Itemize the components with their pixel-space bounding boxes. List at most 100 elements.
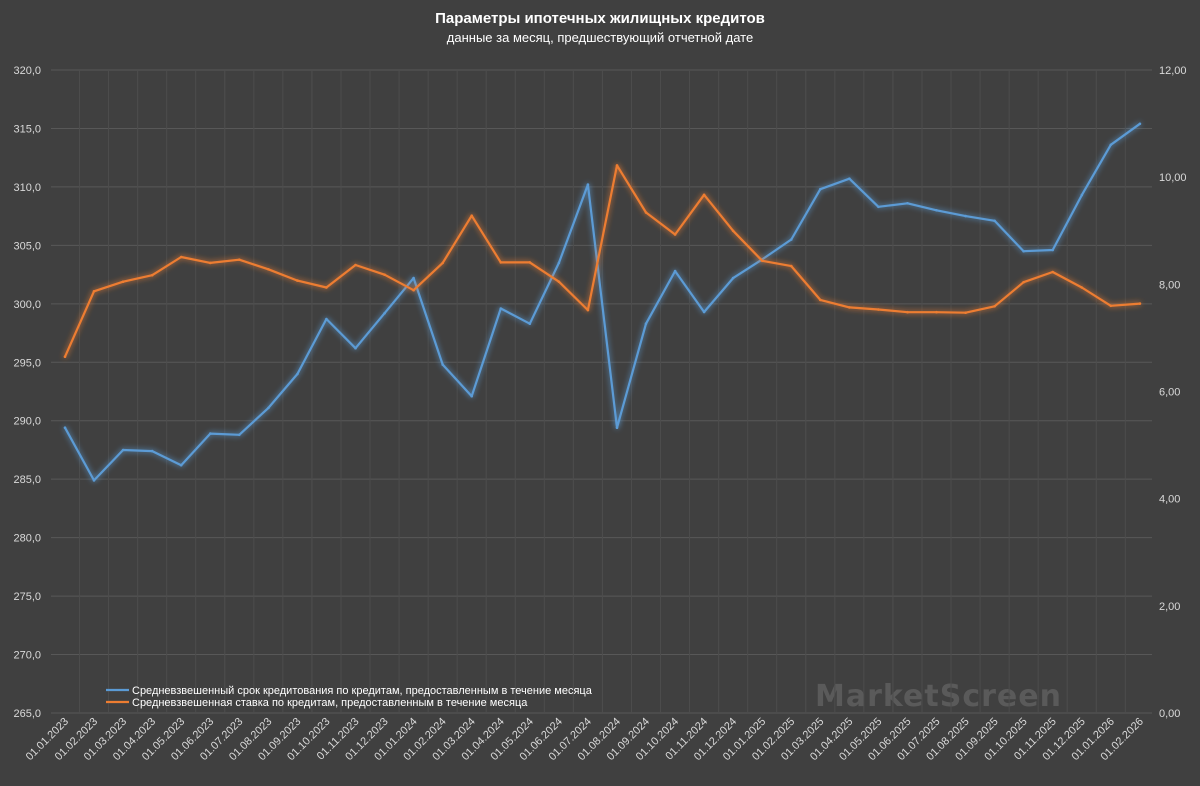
gridlines [51, 69, 1152, 714]
series-2-point [790, 264, 793, 268]
y-left-tick-label: 295,0 [13, 357, 41, 369]
y-axis-right: 0,00 2,00 4,00 6,00 8,00 10,00 12,00 [1159, 65, 1187, 720]
y-right-tick-label: 2,00 [1159, 601, 1180, 613]
y-left-tick-label: 315,0 [13, 123, 41, 135]
series-1-point [935, 209, 938, 212]
series-2-point [877, 308, 880, 311]
y-left-tick-label: 280,0 [13, 533, 41, 545]
series-2-point [441, 261, 445, 265]
series-1-point [121, 448, 125, 452]
series-1-point [92, 479, 96, 482]
series-2-point [615, 164, 619, 167]
series-1-point [441, 363, 445, 366]
series-1-point [906, 202, 909, 205]
chart-subtitle: данные за месяц, предшествующий отчетной… [447, 30, 753, 45]
series-2-point [819, 298, 822, 302]
series-2-point [731, 229, 735, 233]
series-1-point [644, 322, 648, 326]
y-right-tick-label: 0,00 [1159, 708, 1180, 720]
series-2-point [760, 259, 764, 263]
series-1-point [238, 433, 241, 437]
series-2-point [150, 273, 154, 277]
series-2-point [179, 255, 183, 259]
series-1-point [848, 177, 851, 180]
y-left-tick-label: 270,0 [13, 650, 41, 662]
series-2-point [702, 193, 706, 197]
y-left-tick-label: 320,0 [13, 65, 41, 77]
legend: Средневзвешенный срок кредитования по кр… [106, 685, 593, 709]
series-2-point [92, 290, 96, 293]
series-1-point [267, 406, 270, 410]
watermark: MarketScreen [815, 679, 1062, 714]
y-left-tick-label: 285,0 [13, 474, 41, 486]
series-1-point [731, 276, 735, 280]
series-2-point [1109, 304, 1113, 308]
series-2-point [906, 310, 909, 314]
series-2-point [267, 268, 270, 271]
series-1-point [557, 261, 561, 265]
y-right-tick-label: 12,00 [1159, 65, 1187, 77]
series-1-point [63, 426, 67, 430]
series-2-point [586, 308, 590, 312]
series-2-point [935, 310, 938, 314]
series-1-point [790, 238, 793, 241]
y-right-tick-label: 4,00 [1159, 494, 1180, 506]
legend-label-2: Средневзвешенная ставка по кредитам, пре… [132, 697, 528, 709]
series-2-point [644, 211, 648, 214]
series-2-point [673, 233, 677, 236]
y-axis-left: 265,0 270,0 275,0 280,0 285,0 290,0 295,0 300,0… [13, 65, 41, 720]
y-left-tick-label: 265,0 [13, 708, 41, 720]
series-line-1 [63, 122, 1142, 482]
series-line-2 [63, 164, 1142, 358]
series-2-point [848, 306, 851, 309]
series-1-point [1080, 193, 1084, 197]
series-2-point [383, 273, 386, 277]
chart-title: Параметры ипотечных жилищных кредитов [435, 10, 765, 27]
series-1-point [615, 426, 619, 430]
series-1-point [993, 219, 996, 223]
series-1-point [702, 310, 706, 314]
series-2-point [1022, 280, 1025, 284]
y-left-tick-label: 275,0 [13, 591, 41, 603]
series-2-point [209, 261, 212, 265]
series-2-point [557, 280, 561, 284]
series-1-point [673, 269, 677, 273]
series-1-point [964, 214, 967, 218]
series-2-point [325, 286, 328, 289]
series-1-point [1022, 249, 1025, 253]
series-1-point [528, 322, 532, 326]
series-1-point [383, 311, 386, 315]
series-2-point [1051, 270, 1054, 274]
series-2-point [964, 311, 967, 315]
series-1-point [586, 183, 590, 186]
y-left-tick-label: 300,0 [13, 299, 41, 311]
series-2-point [354, 263, 357, 267]
series-2-point [528, 261, 532, 264]
series-lines [63, 122, 1142, 482]
legend-label-1: Средневзвешенный срок кредитования по кр… [132, 685, 593, 697]
series-1-point [1051, 248, 1054, 252]
y-right-tick-label: 10,00 [1159, 172, 1187, 184]
series-2-point [1138, 302, 1142, 305]
series-1-point [354, 346, 357, 350]
series-1-point [1109, 143, 1113, 147]
series-1-point [470, 394, 474, 398]
series-2-point [470, 214, 474, 217]
y-left-tick-label: 305,0 [13, 240, 41, 252]
series-1-point [150, 449, 154, 453]
series-2-point [238, 258, 241, 262]
y-right-tick-label: 6,00 [1159, 387, 1180, 399]
x-axis: 01.01.202301.02.202301.03.202301.04.2023… [24, 716, 1146, 763]
y-right-tick-label: 8,00 [1159, 279, 1180, 291]
series-1-point [296, 372, 299, 376]
series-2-point [499, 261, 503, 264]
series-2-point [993, 305, 996, 308]
series-2-point [63, 355, 67, 359]
series-1-point [412, 276, 415, 280]
series-1-point [819, 187, 822, 191]
series-1-point [325, 317, 328, 321]
series-2-point [121, 280, 125, 284]
series-1-point [1138, 122, 1142, 126]
series-2-point [1080, 286, 1084, 289]
series-1-point [209, 432, 212, 435]
